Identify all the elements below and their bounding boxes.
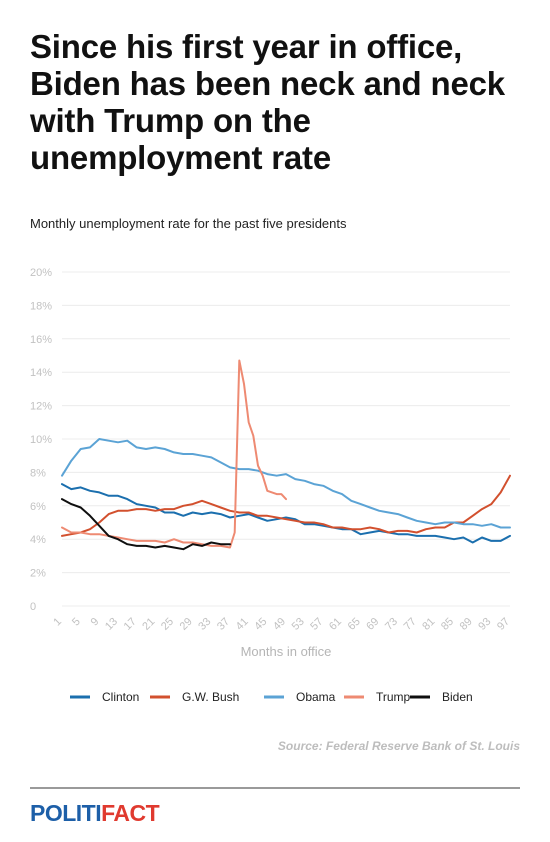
legend-item-g-w-bush: G.W. Bush bbox=[150, 690, 239, 704]
x-axis-label: Months in office bbox=[241, 644, 332, 659]
x-axis-ticks: 1 5 9 13 17 21 25 29 33 37 41 45 49 53 57 61 65 69 73 77 81 8… bbox=[51, 616, 512, 633]
series-line-biden bbox=[61, 498, 231, 551]
logo-part-1: POLITI bbox=[30, 800, 102, 826]
legend-label: Obama bbox=[296, 690, 336, 704]
legend-label: Clinton bbox=[102, 690, 139, 704]
y-tick-label: 16% bbox=[30, 334, 52, 346]
x-tick-label: 5 bbox=[70, 616, 83, 629]
x-tick-label: 81 bbox=[420, 616, 437, 633]
legend-label: Biden bbox=[442, 690, 473, 704]
y-tick-label: 18% bbox=[30, 300, 52, 312]
x-tick-label: 37 bbox=[215, 616, 232, 633]
y-axis-ticks: 0 2% 4% 6% 8% 10% 12% 14% 16% 18% 20% bbox=[30, 267, 52, 613]
y-tick-label: 4% bbox=[30, 534, 46, 546]
series-line-obama bbox=[61, 438, 511, 529]
x-tick-label: 17 bbox=[122, 616, 139, 633]
x-tick-label: 89 bbox=[458, 616, 475, 633]
chart-subtitle: Monthly unemployment rate for the past f… bbox=[30, 216, 347, 231]
series-lines bbox=[61, 359, 511, 551]
legend-item-trump: Trump bbox=[344, 690, 411, 704]
series-line-g-w-bush bbox=[61, 474, 511, 537]
politifact-logo[interactable]: POLITIFACT bbox=[30, 800, 160, 827]
x-tick-label: 41 bbox=[234, 616, 251, 633]
y-tick-label: 8% bbox=[30, 467, 46, 479]
legend-label: G.W. Bush bbox=[182, 690, 239, 704]
x-tick-label: 1 bbox=[51, 616, 64, 629]
series-line-trump bbox=[61, 359, 287, 549]
x-tick-label: 33 bbox=[196, 616, 213, 633]
legend-item-clinton: Clinton bbox=[70, 690, 139, 704]
y-tick-label: 2% bbox=[30, 568, 46, 580]
unemployment-line-chart: 0 2% 4% 6% 8% 10% 12% 14% 16% 18% 20% 1 5 9 13 17 21 25 2… bbox=[30, 267, 512, 704]
y-tick-label: 6% bbox=[30, 501, 46, 513]
legend-label: Trump bbox=[376, 690, 411, 704]
x-tick-label: 69 bbox=[364, 616, 381, 633]
legend-item-biden: Biden bbox=[410, 690, 473, 704]
x-tick-label: 65 bbox=[346, 616, 363, 633]
x-tick-label: 29 bbox=[178, 616, 195, 633]
legend: Clinton G.W. Bush Obama Trump Biden bbox=[70, 690, 473, 704]
x-tick-label: 85 bbox=[439, 616, 456, 633]
x-tick-label: 53 bbox=[290, 616, 307, 633]
headline: Since his first year in office, Biden ha… bbox=[30, 28, 505, 176]
x-tick-label: 73 bbox=[383, 616, 400, 633]
logo-part-2: FACT bbox=[101, 800, 160, 826]
y-tick-label: 0 bbox=[30, 601, 36, 613]
x-tick-label: 57 bbox=[308, 616, 325, 633]
y-tick-label: 20% bbox=[30, 267, 52, 279]
x-tick-label: 25 bbox=[159, 616, 176, 633]
x-tick-label: 49 bbox=[271, 616, 288, 633]
x-tick-label: 9 bbox=[89, 616, 102, 629]
y-tick-label: 12% bbox=[30, 401, 52, 413]
x-tick-label: 45 bbox=[252, 616, 269, 633]
source-note: Source: Federal Reserve Bank of St. Loui… bbox=[277, 739, 520, 753]
y-tick-label: 10% bbox=[30, 434, 52, 446]
x-tick-label: 77 bbox=[402, 616, 419, 633]
x-tick-label: 93 bbox=[476, 616, 493, 633]
gridlines bbox=[62, 271, 510, 607]
x-tick-label: 13 bbox=[103, 616, 120, 633]
legend-item-obama: Obama bbox=[264, 690, 336, 704]
footer-divider bbox=[30, 787, 520, 789]
x-tick-label: 61 bbox=[327, 616, 344, 633]
y-tick-label: 14% bbox=[30, 367, 52, 379]
x-tick-label: 21 bbox=[140, 616, 157, 633]
x-tick-label: 97 bbox=[495, 616, 512, 633]
series-line-clinton bbox=[61, 483, 511, 544]
